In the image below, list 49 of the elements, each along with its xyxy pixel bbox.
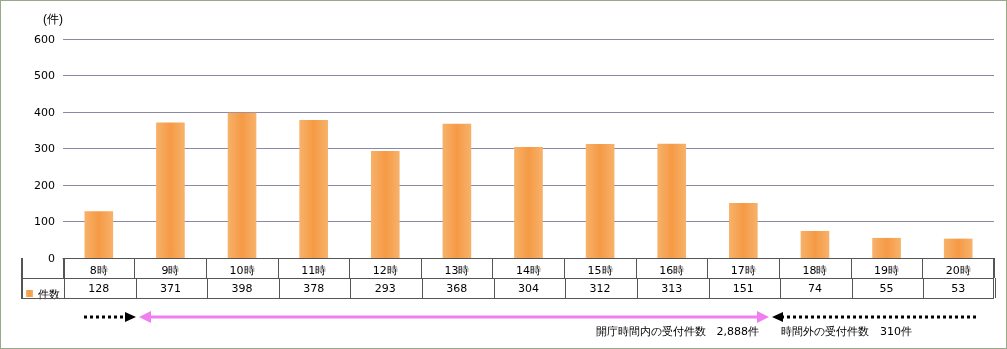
x-tick-label: 18時 — [802, 264, 828, 277]
bar — [514, 147, 543, 258]
bar — [370, 151, 400, 258]
y-tick-label: 0 — [48, 251, 55, 265]
y-tick-label: 600 — [34, 32, 55, 46]
data-label: 312 — [588, 281, 612, 297]
x-tick-label: 17時 — [730, 264, 756, 277]
text: 時間外の受付件数 310件 — [781, 324, 912, 339]
y-tick-label: 100 — [34, 215, 55, 228]
data-label: 398 — [230, 281, 254, 297]
bar — [585, 144, 615, 258]
y-axis-title: (件) — [43, 12, 63, 26]
data-label: 378 — [302, 281, 326, 297]
bar — [156, 122, 185, 258]
bar — [227, 112, 257, 258]
data-label: 53 — [950, 281, 967, 297]
x-tick-label: 10時 — [229, 264, 255, 277]
data-label: 371 — [158, 281, 182, 297]
data-label: 313 — [660, 281, 684, 297]
bar — [943, 238, 973, 258]
x-tick-label: 9時 — [161, 264, 180, 277]
x-tick-label: 12時 — [372, 264, 398, 277]
data-label: 151 — [731, 281, 755, 297]
y-tick-label: 500 — [34, 69, 55, 82]
x-tick-label: 19時 — [874, 264, 900, 277]
bar — [729, 202, 758, 258]
x-tick-label: 15時 — [587, 264, 613, 277]
bar — [299, 120, 328, 258]
x-tick-label: 14時 — [516, 264, 541, 277]
bar — [800, 230, 830, 258]
x-tick-label: 13時 — [444, 264, 470, 277]
data-label: 368 — [445, 281, 469, 297]
bar — [442, 123, 472, 258]
y-tick-label: 400 — [34, 105, 55, 119]
bar — [657, 143, 687, 258]
text: 開庁時間内の受付件数 2,888件 — [595, 324, 759, 339]
y-tick-label: 300 — [34, 142, 55, 155]
bar — [872, 237, 901, 258]
x-tick-label: 8時 — [89, 264, 108, 277]
data-label: 74 — [806, 281, 823, 297]
bar — [84, 211, 114, 258]
data-label: 55 — [878, 281, 895, 297]
x-tick-label: 20時 — [945, 264, 971, 277]
data-label: 304 — [517, 281, 540, 297]
data-label: 128 — [87, 281, 111, 297]
x-tick-label: 16時 — [659, 264, 685, 277]
data-label: 293 — [373, 281, 397, 297]
x-tick-label: 11時 — [301, 264, 327, 277]
y-tick-label: 200 — [34, 178, 55, 192]
